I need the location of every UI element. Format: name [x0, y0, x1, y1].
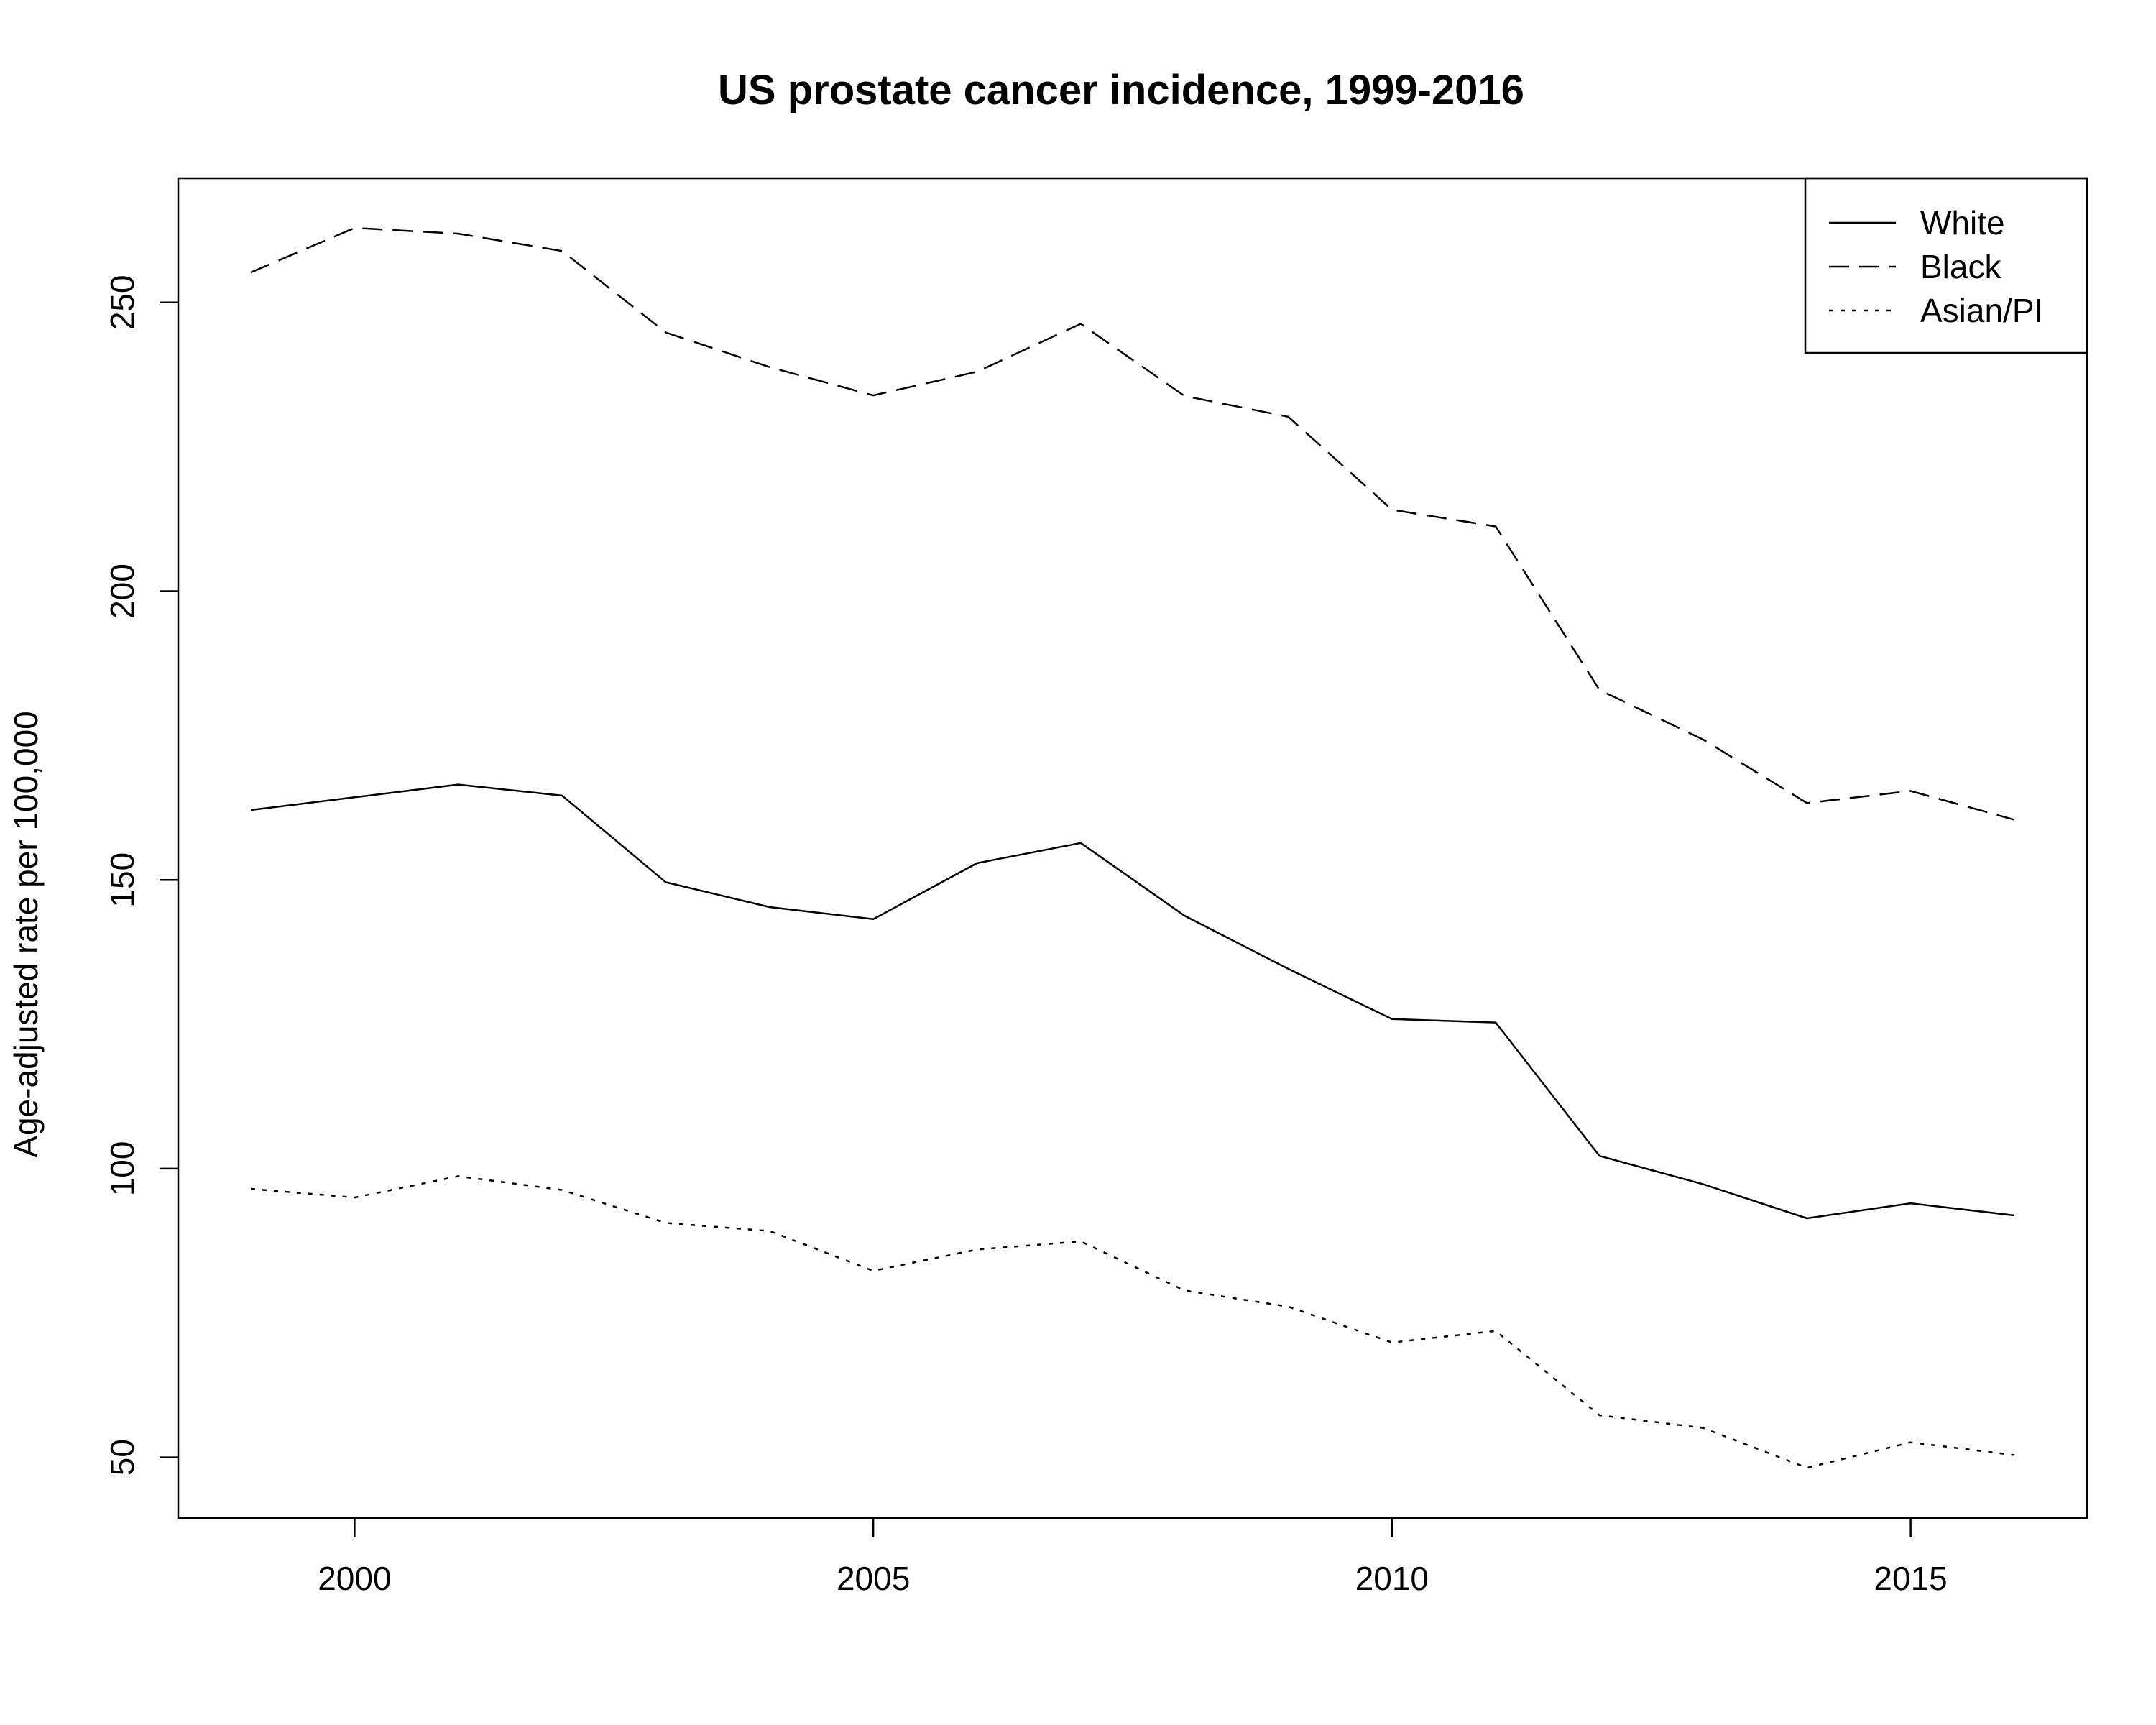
series-line-white: [250, 783, 2015, 1220]
series-line-black: [250, 226, 2015, 821]
x-tick-label: 2005: [837, 1560, 910, 1597]
series-lines: [250, 226, 2015, 1469]
legend-label: Asian/PI: [1920, 292, 2043, 329]
legend-box: [1804, 177, 2088, 354]
plot-frame: [177, 177, 2088, 1519]
y-tick-label: 200: [103, 564, 141, 619]
legend: White Black Asian/PI: [1804, 177, 2088, 354]
x-tick-label: 2015: [1874, 1560, 1947, 1597]
x-tick-label: 2000: [318, 1560, 391, 1597]
y-axis-label: Age-adjusted rate per 100,000: [7, 711, 45, 1157]
legend-label: White: [1920, 204, 2005, 242]
x-tick-label: 2010: [1355, 1560, 1429, 1597]
y-tick-label: 150: [103, 852, 141, 908]
y-tick-label: 250: [103, 275, 141, 330]
legend-entries: White Black Asian/PI: [1829, 204, 2043, 329]
chart-title: US prostate cancer incidence, 1999-2016: [718, 67, 1524, 114]
y-tick-label: 50: [103, 1439, 141, 1476]
legend-label: Black: [1920, 248, 2001, 285]
axis-ticks: 2000 2005 2010 2015 50 100 150 200 250: [103, 275, 1948, 1597]
y-tick-label: 100: [103, 1141, 141, 1197]
